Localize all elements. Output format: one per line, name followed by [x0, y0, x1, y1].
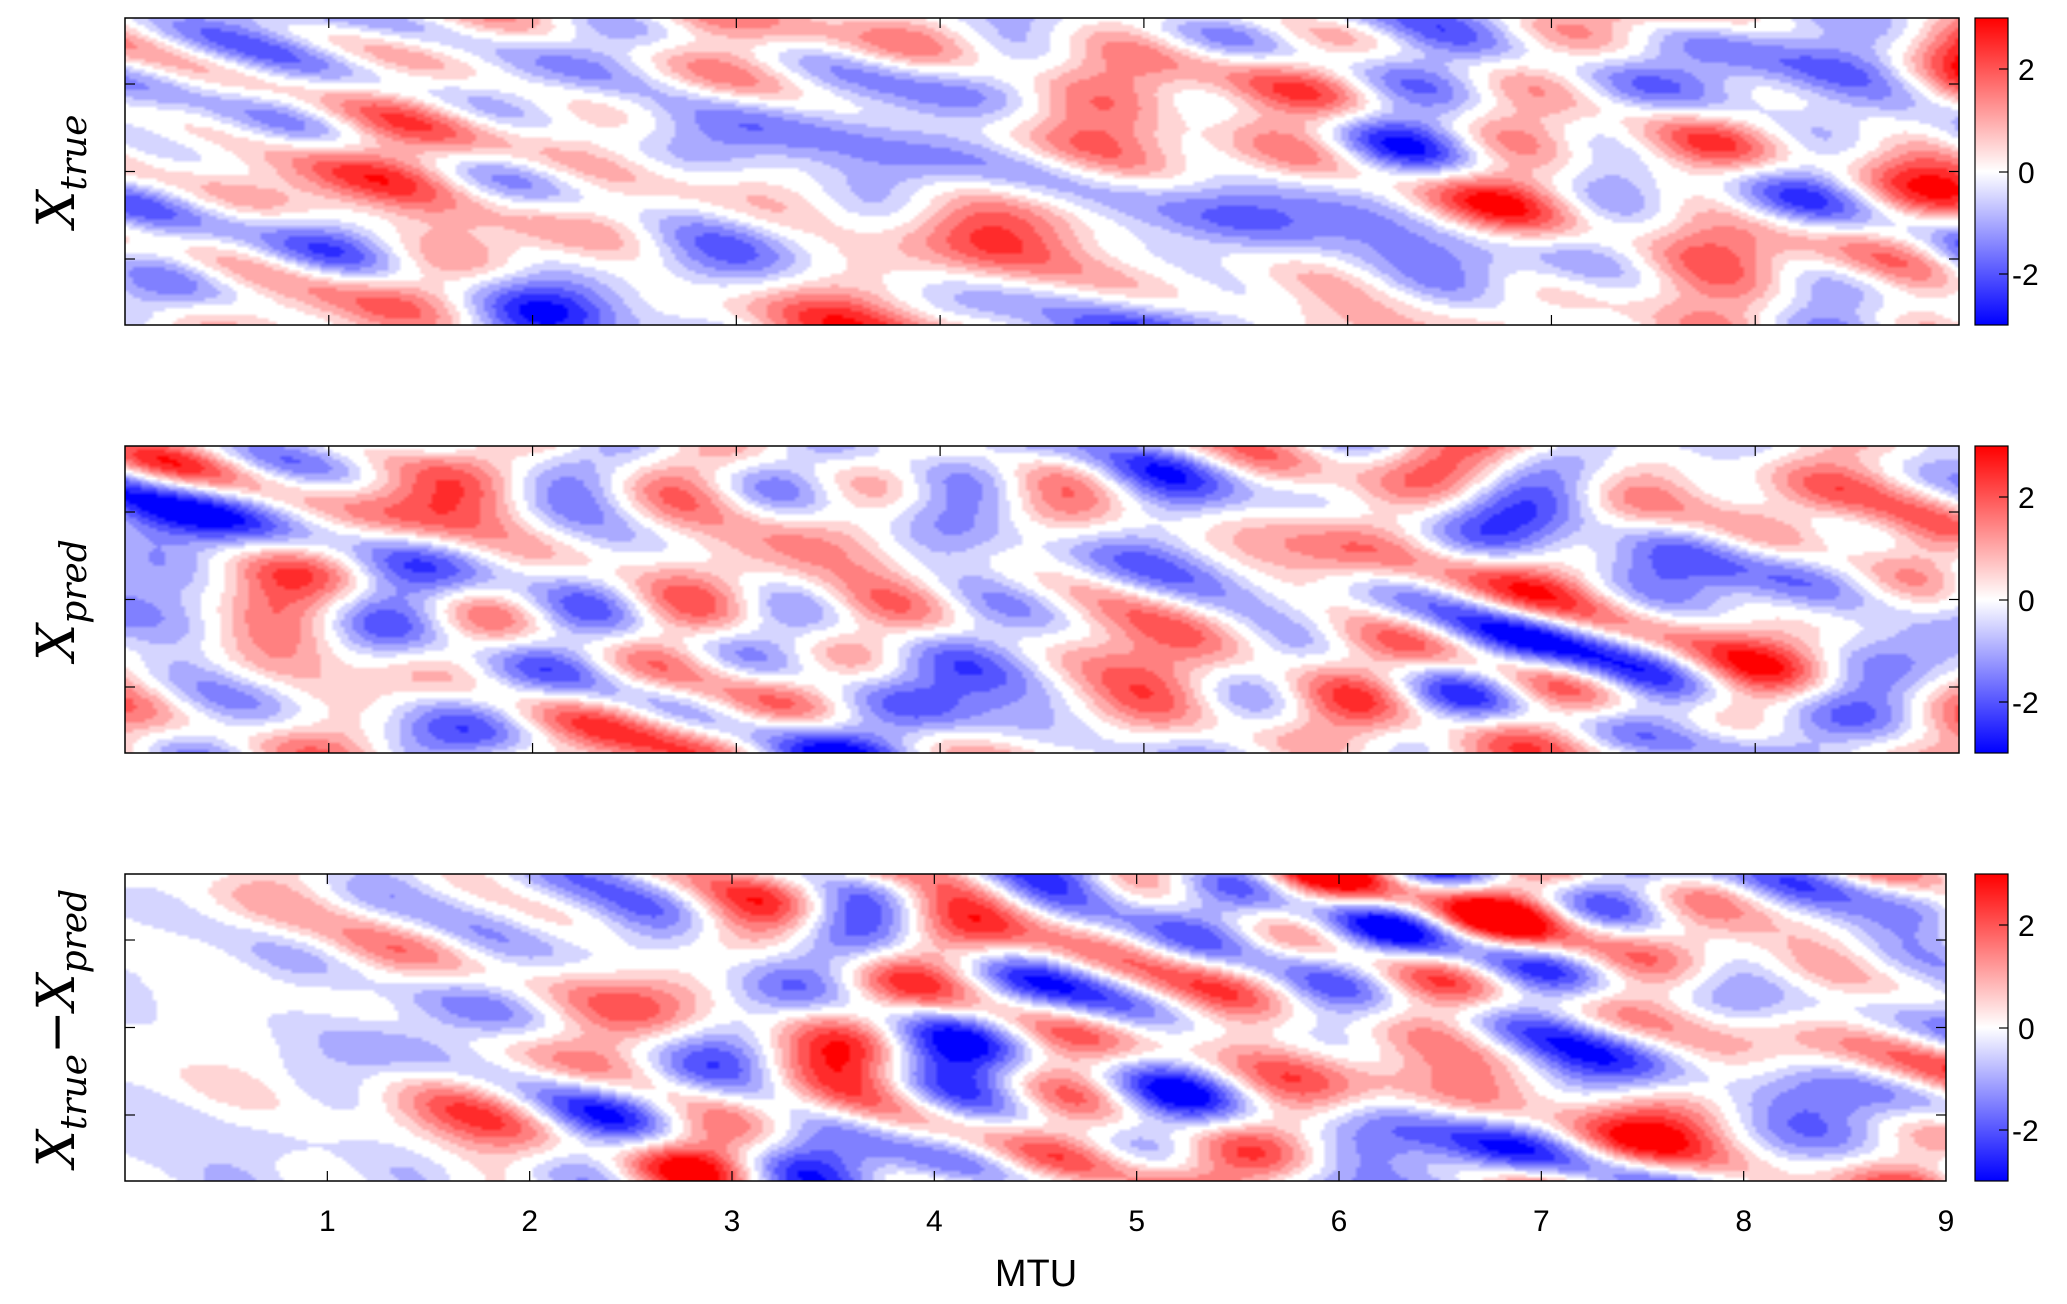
heatmap-bottom-frame [124, 873, 1947, 1182]
ylabel-top-main: X [27, 189, 87, 232]
heatmap-middle-image [125, 446, 1959, 753]
colorbar-top-label-0: 0 [2018, 157, 2035, 190]
heatmap-top-xticks [328, 18, 1756, 325]
colorbar-top-label-neg2: -2 [2012, 259, 2039, 292]
colorbar-middle-label-0: 0 [2018, 585, 2035, 618]
x-tick-label-2: 2 [521, 1205, 538, 1238]
colorbar-bottom-label-0: 0 [2018, 1013, 2035, 1046]
x-tick-label-3: 3 [724, 1205, 741, 1238]
panel-top: Xtrue 2 0 -2 [27, 17, 2039, 326]
x-tick-labels: 1 2 3 4 5 6 7 8 9 [319, 1205, 1954, 1238]
heatmap-top-frame [124, 17, 1960, 326]
colorbar-bottom-label-2: 2 [2018, 910, 2035, 943]
x-axis-label: MTU [995, 1253, 1077, 1295]
ylabel-bottom-sub1: true [54, 1054, 95, 1130]
heatmap-bottom-xticks [326, 874, 1745, 1181]
heatmap-middle-yticks [125, 511, 1959, 688]
ylabel-bottom-main2: X [27, 971, 87, 1014]
ylabel-middle-main: X [27, 622, 87, 665]
heatmap-middle-frame [124, 445, 1960, 754]
ylabel-bottom-sub2: pred [54, 889, 95, 974]
x-tick-label-7: 7 [1533, 1205, 1550, 1238]
ylabel-bottom-op: − [27, 1010, 87, 1054]
heatmap-bottom-image [125, 874, 1946, 1181]
ylabel-bottom-main1: X [27, 1128, 87, 1171]
ylabel-bottom: Xtrue−Xpred [27, 889, 95, 1171]
x-tick-label-5: 5 [1128, 1205, 1145, 1238]
heatmap-top-image [125, 18, 1959, 325]
x-tick-label-1: 1 [319, 1205, 336, 1238]
heatmap-top-yticks [125, 83, 1959, 260]
heatmap-middle-xticks [328, 446, 1756, 753]
colorbar-bottom-label-neg2: -2 [2012, 1115, 2039, 1148]
colorbar-top-label-2: 2 [2018, 54, 2035, 87]
x-tick-label-8: 8 [1735, 1205, 1752, 1238]
x-tick-label-6: 6 [1331, 1205, 1348, 1238]
x-tick-label-9: 9 [1938, 1205, 1955, 1238]
x-tick-label-4: 4 [926, 1205, 943, 1238]
colorbar-middle-label-2: 2 [2018, 482, 2035, 515]
ylabel-middle: Xpred [27, 539, 95, 665]
heatmap-bottom-yticks [125, 939, 1946, 1116]
panel-middle: Xpred 2 0 -2 [27, 445, 2039, 754]
ylabel-middle-sub: pred [54, 539, 95, 624]
colorbar-middle-label-neg2: -2 [2012, 687, 2039, 720]
ylabel-top-sub: true [54, 114, 95, 190]
ylabel-top: Xtrue [27, 114, 95, 231]
